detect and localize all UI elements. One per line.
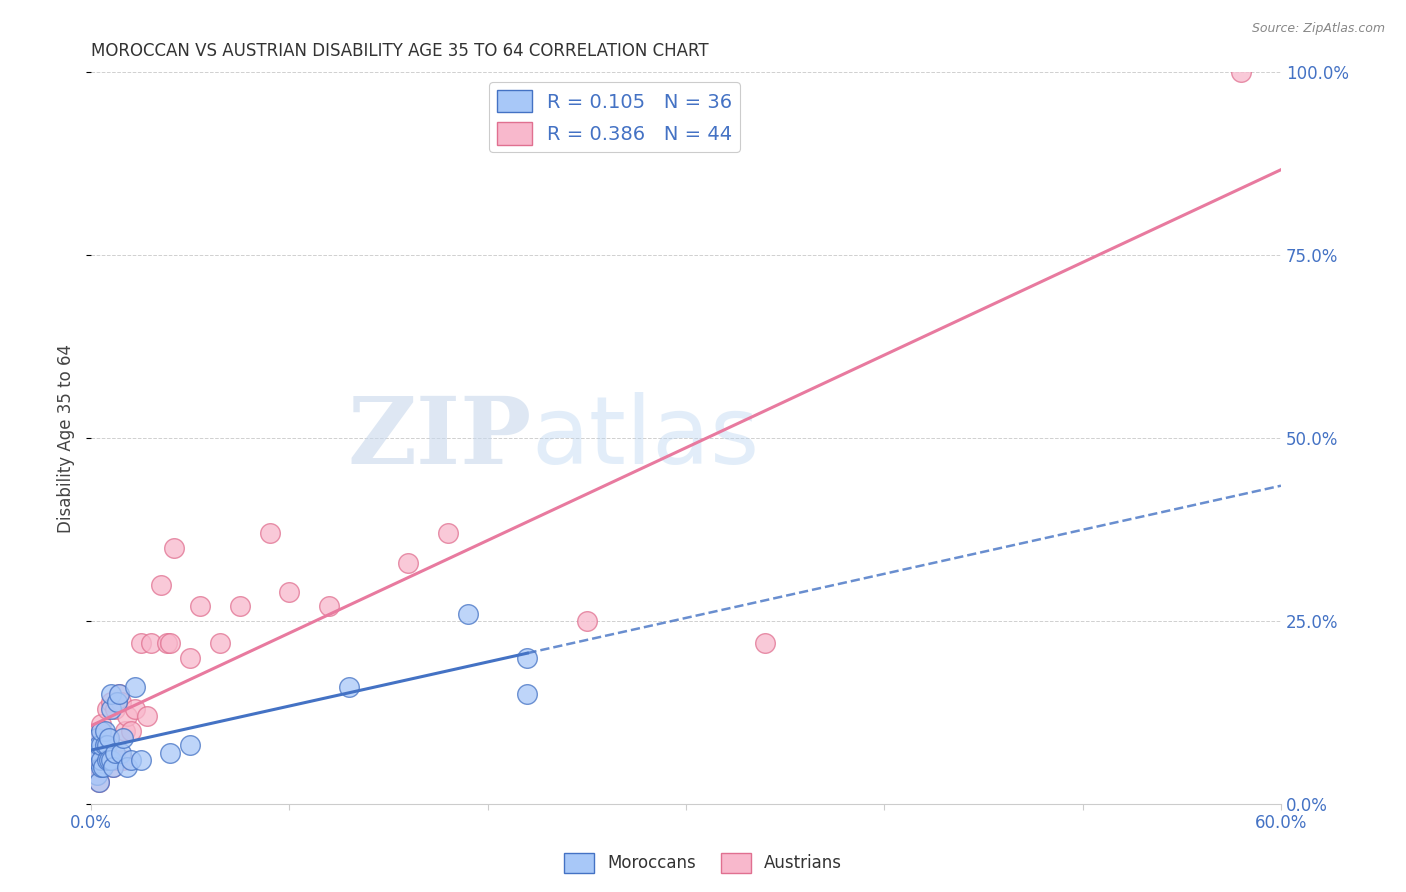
Point [90, 723, 112, 738]
Text: MOROCCAN VS AUSTRIAN DISABILITY AGE 35 TO 64 CORRELATION CHART: MOROCCAN VS AUSTRIAN DISABILITY AGE 35 T… [91, 42, 709, 60]
Point [98, 731, 121, 746]
Point [108, 687, 131, 701]
Point [86, 731, 108, 746]
Point [457, 607, 479, 621]
Point [754, 636, 776, 650]
Point [100, 702, 122, 716]
Point [396, 556, 419, 570]
Point [100, 753, 122, 767]
Point [516, 650, 538, 665]
Point [159, 746, 181, 760]
Point [159, 636, 181, 650]
Point [90, 746, 112, 760]
Point [278, 584, 301, 599]
Point [129, 753, 152, 767]
Point [179, 739, 201, 753]
Point [115, 760, 138, 774]
Point [87, 746, 110, 760]
Point [86, 768, 108, 782]
Point [101, 760, 124, 774]
Point [110, 746, 132, 760]
Text: Source: ZipAtlas.com: Source: ZipAtlas.com [1251, 22, 1385, 36]
Point [124, 702, 146, 716]
Point [104, 746, 127, 760]
Text: ZIP: ZIP [347, 393, 531, 483]
Point [90, 716, 112, 731]
Point [87, 775, 110, 789]
Text: atlas: atlas [531, 392, 759, 484]
Y-axis label: Disability Age 35 to 64: Disability Age 35 to 64 [58, 343, 75, 533]
Point [179, 650, 201, 665]
Legend: Moroccans, Austrians: Moroccans, Austrians [557, 847, 849, 880]
Point [105, 753, 128, 767]
Point [94, 723, 117, 738]
Point [120, 723, 142, 738]
Point [259, 526, 281, 541]
Point [114, 723, 136, 738]
Point [91, 760, 114, 774]
Point [575, 614, 598, 628]
Point [90, 739, 112, 753]
Point [135, 709, 157, 723]
Point [163, 541, 186, 555]
Point [149, 577, 172, 591]
Point [86, 768, 108, 782]
Point [96, 739, 118, 753]
Point [90, 760, 112, 774]
Point [104, 702, 127, 716]
Point [91, 753, 114, 767]
Point [139, 636, 162, 650]
Point [105, 695, 128, 709]
Legend: R = 0.105   N = 36, R = 0.386   N = 44: R = 0.105 N = 36, R = 0.386 N = 44 [489, 82, 741, 153]
Point [100, 687, 122, 701]
Point [94, 739, 117, 753]
Point [87, 760, 110, 774]
Point [155, 636, 177, 650]
Point [120, 753, 142, 767]
Point [98, 731, 121, 746]
Point [129, 636, 152, 650]
Point [96, 702, 118, 716]
Point [90, 723, 112, 738]
Point [108, 687, 131, 701]
Point [188, 599, 211, 614]
Point [87, 775, 110, 789]
Point [337, 680, 360, 694]
Point [437, 526, 460, 541]
Point [111, 731, 134, 746]
Point [1230, 65, 1253, 79]
Point [115, 709, 138, 723]
Point [98, 753, 121, 767]
Point [94, 739, 117, 753]
Point [111, 753, 134, 767]
Point [229, 599, 252, 614]
Point [96, 753, 118, 767]
Point [101, 760, 124, 774]
Point [90, 753, 112, 767]
Point [87, 739, 110, 753]
Point [100, 695, 122, 709]
Point [86, 753, 108, 767]
Point [318, 599, 340, 614]
Point [86, 731, 108, 746]
Point [90, 760, 112, 774]
Point [110, 695, 132, 709]
Point [209, 636, 232, 650]
Point [86, 753, 108, 767]
Point [124, 680, 146, 694]
Point [87, 739, 110, 753]
Point [516, 687, 538, 701]
